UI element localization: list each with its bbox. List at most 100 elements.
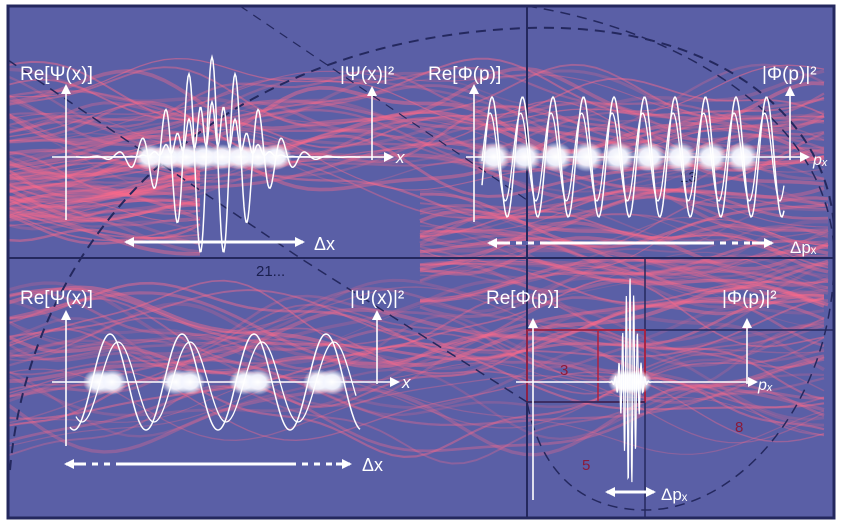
- cloud-strand: [8, 143, 825, 208]
- cloud-strand: [8, 172, 201, 194]
- fibonacci-8-label: 8: [735, 419, 743, 436]
- cloud-strand: [8, 69, 825, 125]
- spread-label: Δx: [362, 455, 383, 475]
- cloud-strand: [8, 180, 201, 207]
- probability-density-curve: [90, 99, 340, 158]
- cloud-strand: [8, 290, 825, 369]
- cloud-strand: [8, 368, 825, 441]
- panel-bottom-right: Re[Φ(p)] |Φ(p)|² pₓ Δpₓ: [486, 278, 777, 504]
- cloud-strand: [8, 207, 201, 256]
- cloud-strand: [8, 206, 201, 222]
- cloud-strand: [419, 262, 829, 295]
- cloud-strand: [8, 161, 201, 181]
- cloud-strand: [8, 339, 825, 417]
- real-part-curve: [600, 278, 662, 483]
- left-axis-label: Re[Ψ(x)]: [20, 64, 93, 85]
- cloud-strand: [8, 287, 825, 367]
- cloud-strand: [8, 332, 825, 409]
- horizontal-axis-label: x: [401, 373, 411, 392]
- cloud-strand: [8, 183, 201, 200]
- density-blob: [317, 369, 347, 395]
- probability-density-curve: [481, 112, 785, 202]
- golden-spiral-construction: [8, 6, 834, 518]
- cloud-strand: [8, 280, 825, 351]
- cloud-strand: [8, 299, 825, 370]
- right-axis-label: |Ψ(x)|²: [350, 288, 404, 309]
- cloud-strand: [8, 384, 825, 465]
- cloud-strand: [8, 200, 201, 223]
- cloud-strand: [8, 187, 201, 222]
- cloud-strand: [8, 198, 201, 223]
- horizontal-axis-label: x: [395, 148, 405, 167]
- cloud-strand: [8, 278, 825, 350]
- cloud-strand: [8, 358, 825, 427]
- cloud-strand: [419, 218, 829, 270]
- cloud-strand: [8, 376, 825, 459]
- cloud-strand: [419, 235, 829, 282]
- cloud-strand: [8, 66, 825, 136]
- real-part-curve: [481, 95, 785, 218]
- spread-label: Δpₓ: [661, 485, 688, 504]
- panel-top-left: Re[Ψ(x)] |Ψ(x)|² x Δx: [20, 54, 405, 254]
- cloud-strand: [8, 150, 201, 194]
- cloud-strand: [8, 281, 825, 360]
- cloud-strand: [8, 173, 201, 203]
- cloud-strand: [8, 382, 825, 453]
- cloud-strand: [8, 286, 825, 361]
- spread-label: Δx: [314, 234, 335, 254]
- outer-frame: [6, 4, 836, 520]
- cloud-strand: [8, 184, 201, 219]
- panel-top-right: Re[Φ(p)] |Φ(p)|² pₓ Δpₓ: [428, 64, 828, 257]
- cloud-strand: [8, 171, 201, 198]
- density-blob: [539, 142, 573, 172]
- cloud-strand: [8, 342, 825, 421]
- cloud-strand: [419, 254, 829, 307]
- cloud-strand: [8, 69, 825, 140]
- cloud-strand: [8, 109, 825, 173]
- cloud-strand: [419, 216, 829, 273]
- cloud-strand: [8, 302, 825, 377]
- cloud-strand: [420, 262, 829, 304]
- cloud-strand: [8, 291, 825, 371]
- density-blob: [243, 369, 273, 395]
- cloud-strand: [8, 327, 825, 404]
- cloud-strand: [8, 57, 825, 123]
- cloud-strand: [419, 209, 829, 271]
- cloud-strand: [8, 67, 825, 133]
- cloud-strand: [8, 369, 825, 443]
- cloud-strand: [8, 70, 825, 120]
- cloud-strand: [8, 66, 825, 133]
- panel-bottom-left: Re[Ψ(x)] |Ψ(x)|² x Δx: [20, 288, 411, 475]
- cloud-strand: [8, 217, 201, 240]
- cloud-strand: [8, 197, 201, 222]
- cloud-strand: [8, 63, 825, 135]
- cloud-strand: [419, 195, 829, 239]
- cloud-strand: [419, 260, 829, 295]
- probability-density-blobs: [134, 144, 292, 170]
- cloud-strand: [8, 291, 825, 366]
- spread-label: Δpₓ: [790, 238, 817, 257]
- cloud-strand: [8, 350, 825, 427]
- cloud-strand: [8, 211, 201, 242]
- left-axis-label: Re[Φ(p)]: [428, 64, 501, 85]
- right-axis-label: |Φ(p)|²: [722, 288, 777, 309]
- cloud-strand: [419, 234, 829, 290]
- cloud-strand: [8, 162, 201, 188]
- cloud-strand: [419, 246, 829, 303]
- cloud-strand: [8, 121, 825, 191]
- cloud-strand: [8, 77, 825, 149]
- cloud-strand: [8, 284, 825, 368]
- cloud-strand: [419, 225, 829, 284]
- cloud-strand: [8, 209, 201, 227]
- cloud-strand: [8, 289, 825, 358]
- cloud-strand: [8, 362, 825, 436]
- density-blob: [97, 369, 127, 395]
- cloud-strand: [8, 141, 825, 210]
- plot-background: [8, 6, 834, 518]
- cloud-strand: [8, 294, 825, 369]
- fibonacci-5-label: 5: [582, 457, 590, 474]
- cloud-strand: [8, 293, 825, 375]
- cloud-strand: [8, 197, 201, 220]
